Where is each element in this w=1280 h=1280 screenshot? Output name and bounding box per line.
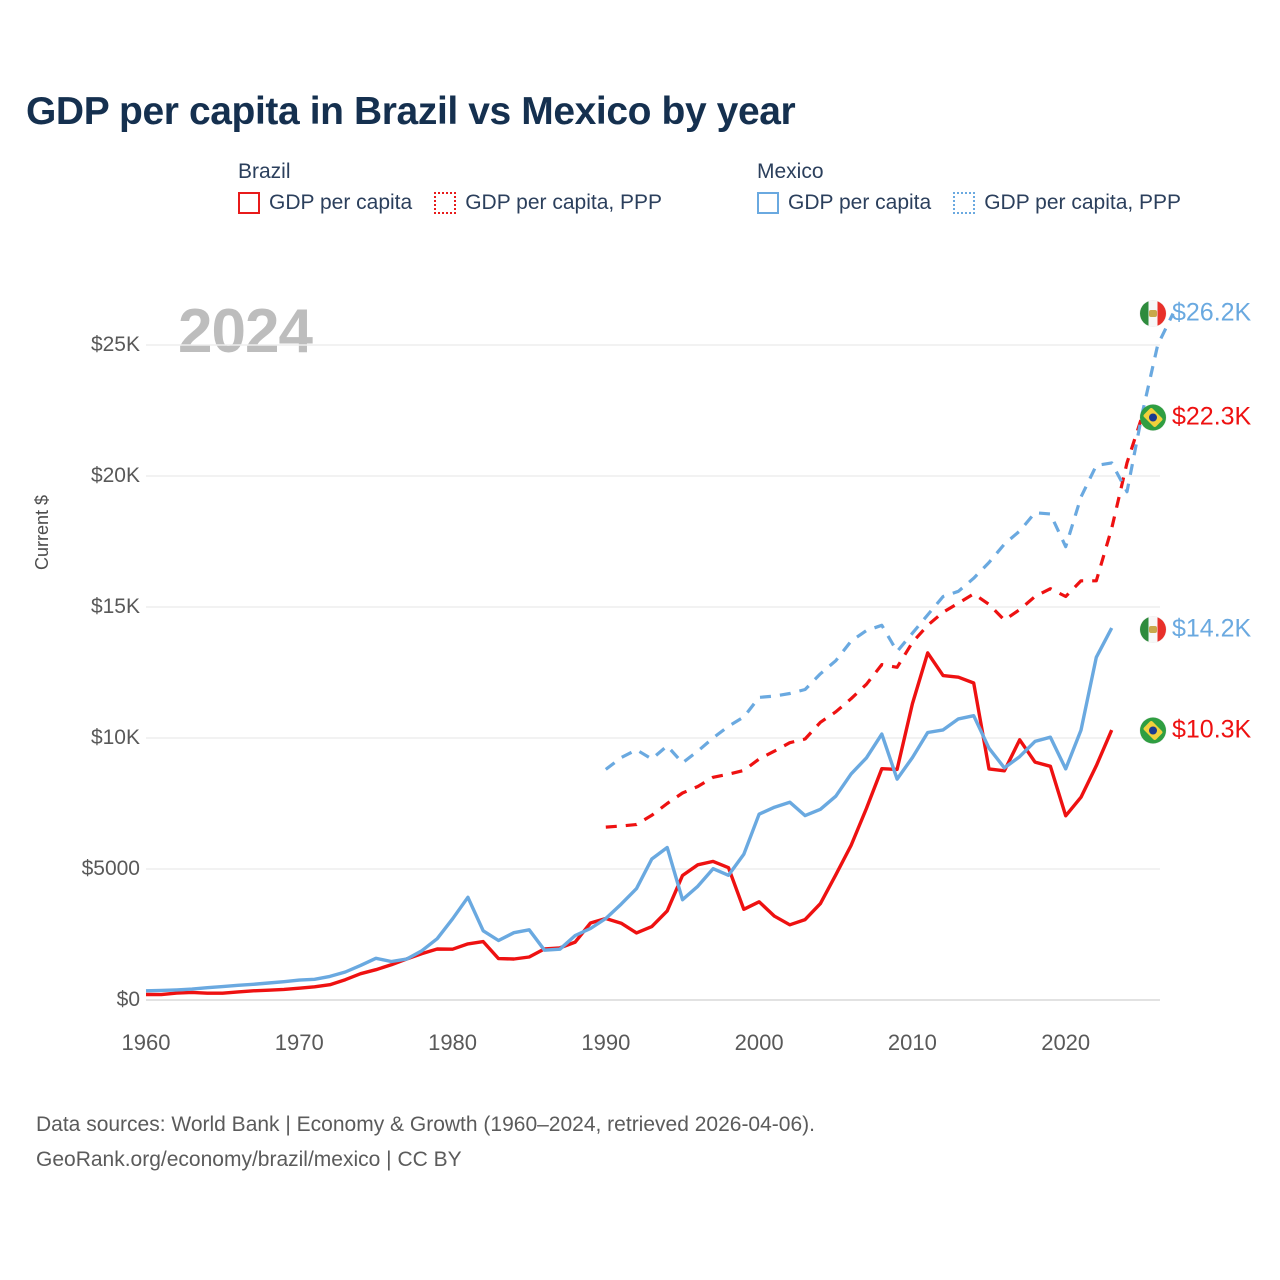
legend-label-mexico-gdp: GDP per capita bbox=[788, 191, 932, 214]
series-end-label: $26.2K bbox=[1140, 299, 1251, 328]
gridlines bbox=[146, 344, 1160, 1001]
legend-swatch-dotted-red-icon bbox=[434, 192, 457, 214]
legend-group-mexico: Mexico GDP per capita GDP per capita, PP… bbox=[757, 160, 1181, 215]
legend-country-mexico: Mexico bbox=[757, 160, 824, 183]
y-axis-tick-label: $15K bbox=[90, 595, 140, 618]
footer-line-attribution: GeoRank.org/economy/brazil/mexico | CC B… bbox=[36, 1147, 462, 1171]
mexico-flag-icon bbox=[1140, 300, 1166, 326]
series-end-value: $14.2K bbox=[1172, 614, 1252, 643]
y-axis-tick-label: $20K bbox=[90, 464, 140, 487]
x-axis-tick-label: 1960 bbox=[121, 1030, 171, 1055]
y-axis-tick-label: $10K bbox=[90, 726, 140, 749]
x-axis-tick-label: 2000 bbox=[734, 1030, 784, 1055]
x-axis-tick-label: 2020 bbox=[1041, 1030, 1091, 1055]
series-line bbox=[145, 651, 1114, 997]
page-title: GDP per capita in Brazil vs Mexico by ye… bbox=[26, 90, 796, 133]
footer-line-sources: Data sources: World Bank | Economy & Gro… bbox=[36, 1113, 815, 1136]
y-axis-tick-label: $0 bbox=[116, 988, 140, 1011]
series-end-value: $26.2K bbox=[1172, 298, 1252, 327]
x-axis-tick-label: 1970 bbox=[274, 1030, 324, 1055]
y-axis-tick-label: $5000 bbox=[81, 857, 140, 880]
legend-item-mexico-gdp[interactable]: GDP per capita bbox=[757, 191, 931, 215]
legend-item-brazil-gdp-ppp[interactable]: GDP per capita, PPP bbox=[434, 191, 662, 215]
legend-item-brazil-gdp[interactable]: GDP per capita bbox=[238, 191, 412, 215]
series-end-value: $22.3K bbox=[1172, 402, 1252, 431]
legend-item-mexico-gdp-ppp[interactable]: GDP per capita, PPP bbox=[953, 191, 1181, 215]
year-watermark: 2024 bbox=[178, 297, 313, 366]
mexico-flag-icon bbox=[1140, 616, 1166, 642]
legend-swatch-solid-blue-icon bbox=[757, 192, 779, 214]
series-end-label: $10.3K bbox=[1140, 716, 1251, 745]
legend-group-brazil: Brazil GDP per capita GDP per capita, PP… bbox=[238, 160, 662, 215]
y-axis-tick-label: $25K bbox=[90, 333, 140, 356]
x-axis-tick-label: 1990 bbox=[581, 1030, 631, 1055]
series-lines bbox=[145, 312, 1175, 997]
brazil-flag-icon bbox=[1140, 404, 1166, 430]
legend-label-brazil-gdp: GDP per capita bbox=[269, 191, 413, 214]
brazil-flag-icon bbox=[1140, 717, 1166, 743]
series-line bbox=[145, 627, 1114, 993]
legend-swatch-dotted-blue-icon bbox=[953, 192, 976, 214]
series-end-label: $22.3K bbox=[1140, 403, 1251, 432]
chart-legend: Brazil GDP per capita GDP per capita, PP… bbox=[0, 160, 1280, 240]
legend-label-brazil-gdp-ppp: GDP per capita, PPP bbox=[465, 191, 663, 214]
legend-label-mexico-gdp-ppp: GDP per capita, PPP bbox=[984, 191, 1182, 214]
series-end-label: $14.2K bbox=[1140, 615, 1251, 644]
legend-swatch-solid-red-icon bbox=[238, 192, 260, 214]
series-line bbox=[605, 415, 1144, 829]
x-axis-tick-label: 2010 bbox=[887, 1030, 937, 1055]
legend-country-brazil: Brazil bbox=[238, 160, 291, 183]
x-axis-tick-label: 1980 bbox=[428, 1030, 478, 1055]
series-end-value: $10.3K bbox=[1172, 715, 1252, 744]
series-line bbox=[604, 312, 1175, 771]
footer: Data sources: World Bank | Economy & Gro… bbox=[36, 1108, 815, 1177]
